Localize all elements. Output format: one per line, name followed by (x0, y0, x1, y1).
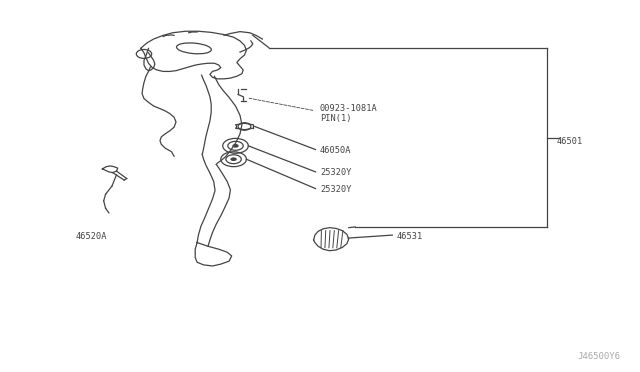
Circle shape (232, 144, 239, 148)
Text: 46050A: 46050A (320, 146, 351, 155)
Text: 46531: 46531 (397, 232, 423, 241)
Text: 00923-1081A
PIN(1): 00923-1081A PIN(1) (320, 104, 378, 123)
Text: 25320Y: 25320Y (320, 185, 351, 194)
Text: J46500Y6: J46500Y6 (578, 352, 621, 361)
Circle shape (230, 157, 237, 161)
Text: 46501: 46501 (557, 137, 583, 146)
Text: 46520A: 46520A (76, 232, 107, 241)
Text: 25320Y: 25320Y (320, 169, 351, 177)
